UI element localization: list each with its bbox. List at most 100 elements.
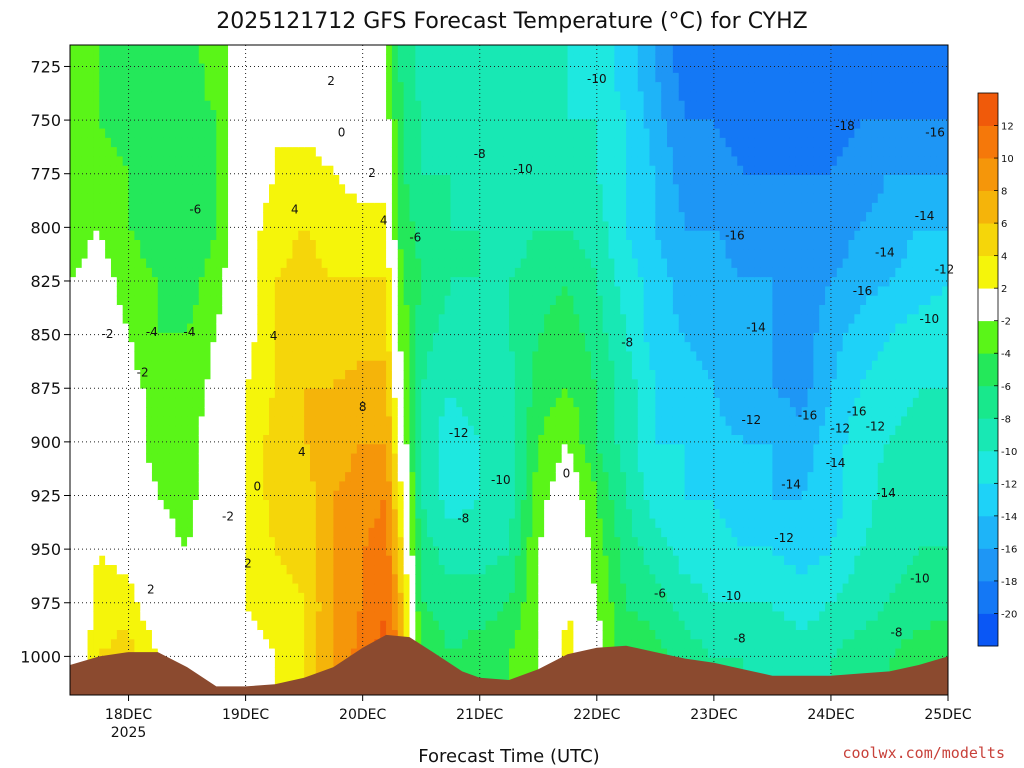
temperature-cell [315, 490, 323, 501]
temperature-cell [397, 342, 405, 353]
temperature-cell [333, 407, 340, 418]
temperature-cell [421, 518, 428, 529]
temperature-cell [280, 481, 288, 492]
temperature-cell [228, 611, 235, 622]
temperature-cell [380, 379, 387, 390]
temperature-cell [321, 648, 329, 659]
temperature-cell [415, 500, 422, 510]
temperature-cell [391, 165, 399, 176]
temperature-cell [362, 555, 370, 566]
temperature-cell [450, 462, 457, 473]
temperature-cell [362, 565, 370, 575]
temperature-cell [321, 555, 329, 566]
temperature-cell [181, 332, 188, 343]
temperature-cell [444, 472, 452, 483]
temperature-cell [251, 630, 258, 640]
temperature-cell [432, 110, 440, 120]
temperature-cell [327, 110, 334, 120]
temperature-cell [198, 583, 206, 594]
temperature-cell [269, 462, 276, 473]
temperature-cell [403, 630, 411, 640]
temperature-cell [444, 620, 452, 631]
temperature-cell [175, 444, 182, 455]
temperature-cell [397, 565, 405, 575]
temperature-cell [175, 184, 182, 195]
temperature-cell [368, 397, 375, 408]
temperature-cell [456, 323, 463, 334]
temperature-cell [485, 249, 493, 260]
temperature-cell [116, 286, 124, 297]
temperature-cell [274, 407, 282, 418]
temperature-cell [280, 425, 288, 436]
temperature-cell [339, 54, 346, 65]
temperature-cell [163, 128, 171, 139]
temperature-cell [444, 648, 452, 659]
temperature-cell [292, 184, 299, 195]
temperature-cell [286, 63, 294, 74]
temperature-cell [391, 267, 399, 278]
temperature-cell [151, 110, 159, 120]
temperature-cell [333, 583, 340, 594]
temperature-cell [216, 212, 223, 223]
temperature-cell [274, 444, 282, 455]
temperature-cell [87, 156, 95, 167]
temperature-cell [403, 212, 411, 223]
temperature-cell [122, 620, 130, 631]
temperature-cell [251, 583, 258, 594]
temperature-cell [116, 620, 124, 631]
temperature-cell [163, 444, 171, 455]
temperature-cell [421, 565, 428, 575]
temperature-cell [122, 72, 130, 83]
temperature-cell [409, 258, 416, 269]
temperature-cell [350, 221, 358, 232]
temperature-cell [175, 388, 182, 399]
temperature-cell [122, 370, 130, 380]
temperature-cell [356, 156, 364, 167]
temperature-cell [304, 490, 311, 501]
temperature-cell [198, 592, 206, 603]
temperature-cell [479, 620, 487, 631]
temperature-cell [438, 490, 446, 501]
temperature-cell [75, 472, 83, 483]
temperature-cell [356, 137, 364, 148]
temperature-cell [444, 212, 452, 223]
temperature-cell [157, 360, 165, 371]
temperature-cell [75, 527, 83, 538]
temperature-cell [362, 82, 370, 93]
temperature-cell [374, 592, 381, 603]
temperature-cell [187, 444, 194, 455]
temperature-cell [462, 416, 469, 427]
temperature-cell [169, 119, 176, 130]
temperature-cell [128, 202, 135, 213]
temperature-cell [87, 630, 95, 640]
temperature-cell [239, 202, 247, 213]
temperature-cell [321, 657, 329, 668]
temperature-cell [239, 295, 247, 306]
temperature-cell [485, 258, 493, 269]
temperature-cell [192, 370, 200, 380]
temperature-cell [116, 462, 124, 473]
temperature-cell [269, 667, 276, 678]
temperature-cell [187, 314, 194, 325]
temperature-cell [315, 657, 323, 668]
temperature-cell [157, 379, 165, 390]
temperature-cell [251, 537, 258, 548]
temperature-cell [468, 332, 475, 343]
temperature-cell [210, 397, 217, 408]
temperature-cell [327, 509, 334, 520]
temperature-cell [228, 537, 235, 548]
temperature-cell [192, 295, 200, 306]
temperature-cell [397, 119, 405, 130]
temperature-cell [368, 620, 375, 631]
temperature-cell [473, 518, 481, 529]
temperature-cell [339, 630, 346, 640]
temperature-cell [292, 249, 299, 260]
temperature-cell [292, 342, 299, 353]
temperature-cell [110, 360, 118, 371]
temperature-cell [192, 555, 200, 566]
temperature-cell [245, 323, 253, 334]
temperature-cell [473, 342, 481, 353]
temperature-cell [403, 527, 411, 538]
temperature-cell [146, 472, 153, 483]
temperature-cell [151, 156, 159, 167]
